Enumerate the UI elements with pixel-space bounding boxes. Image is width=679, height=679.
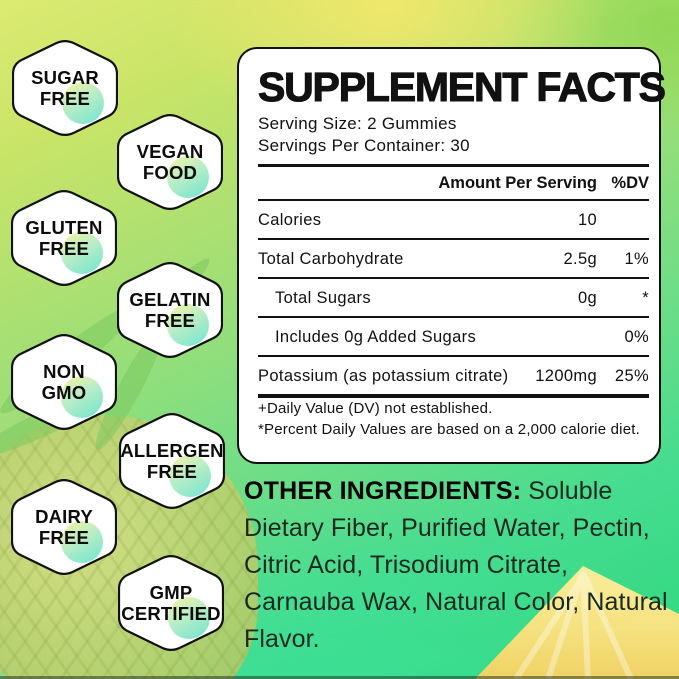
accent-circle (61, 376, 103, 418)
badge-label: DAIRY FREE (35, 505, 93, 549)
row-potassium-as-potassium-citrate: Potassium (as potassium citrate) 1200mg … (258, 357, 649, 394)
badge-gluten-free: GLUTEN FREE (11, 188, 117, 288)
accent-circle (168, 597, 210, 639)
badge-gmp-certified: GMP CERTIFIED (118, 553, 224, 653)
column-dv: %DV (611, 174, 649, 192)
divider (258, 394, 649, 398)
nutrient-amount: 0g (577, 288, 597, 307)
badge-label: SUGAR FREE (31, 66, 99, 110)
nutrient-amount: 1200mg (535, 366, 597, 385)
accent-circle (167, 304, 209, 346)
accent-circle (62, 82, 104, 124)
nutrient-amount: 10 (577, 210, 597, 229)
accent-circle (167, 156, 209, 198)
badge-allergen-free: ALLERGEN FREE (119, 411, 225, 511)
badge-label: GELATIN FREE (129, 288, 211, 332)
accent-circle (61, 521, 103, 563)
badge-label: ALLERGEN FREE (120, 439, 224, 483)
footnote-percent: *Percent Daily Values are based on a 2,0… (258, 421, 640, 438)
accent-circle (169, 455, 211, 497)
row-total-sugars: Total Sugars 0g * (258, 279, 649, 318)
servings-per-container: Servings Per Container: 30 (258, 136, 470, 155)
badge-non-gmo: NON GMO (11, 332, 117, 432)
accent-circle (61, 232, 103, 274)
other-ingredients-text: Soluble Dietary Fiber, Purified Water, P… (244, 477, 668, 653)
badge-label: GLUTEN FREE (25, 216, 103, 260)
badge-gelatin-free: GELATIN FREE (117, 260, 223, 360)
nutrient-dv: 25% (614, 366, 649, 385)
nutrient-dv: * (642, 288, 649, 307)
row-calories: Calories 10 (258, 201, 649, 240)
pineapple-wedge-image (475, 566, 679, 679)
nutrient-name: Total Carbohydrate (258, 249, 404, 268)
supplement-facts-panel: SUPPLEMENT FACTS Serving Size: 2 Gummies… (237, 47, 667, 464)
divider (258, 164, 649, 167)
image-bottom-edge (0, 676, 679, 679)
column-amount-per-serving: Amount Per Serving (438, 174, 597, 192)
nutrient-amount: 2.5g (563, 249, 597, 268)
row-total-carbohydrate: Total Carbohydrate 2.5g 1% (258, 240, 649, 279)
row-includes-0g-added-sugars: Includes 0g Added Sugars 0% (258, 318, 649, 357)
nutrient-dv: 1% (624, 249, 649, 268)
serving-size: Serving Size: 2 Gummies (258, 114, 457, 133)
table-header: Amount Per Serving %DV (258, 167, 649, 201)
nutrition-rows: Calories 10 Total Carbohydrate 2.5g 1% T… (258, 201, 649, 394)
badge-label: VEGAN FOOD (136, 140, 204, 184)
nutrient-dv: 0% (624, 327, 649, 346)
nutrient-name: Total Sugars (275, 288, 371, 307)
nutrient-name: Potassium (as potassium citrate) (258, 366, 509, 385)
panel-title: SUPPLEMENT FACTS (257, 64, 666, 110)
nutrient-name: Calories (258, 210, 322, 229)
badge-label: NON GMO (41, 360, 87, 404)
nutrient-name: Includes 0g Added Sugars (275, 327, 477, 346)
badge-sugar-free: SUGAR FREE (12, 38, 118, 138)
badge-vegan-food: VEGAN FOOD (117, 112, 223, 212)
badge-dairy-free: DAIRY FREE (11, 477, 117, 577)
other-ingredients-label: OTHER INGREDIENTS: (244, 477, 522, 505)
badge-label: GMP CERTIFIED (121, 581, 221, 625)
other-ingredients: OTHER INGREDIENTS: Soluble Dietary Fiber… (244, 473, 668, 658)
footnote-dv: +Daily Value (DV) not established. (258, 399, 493, 417)
